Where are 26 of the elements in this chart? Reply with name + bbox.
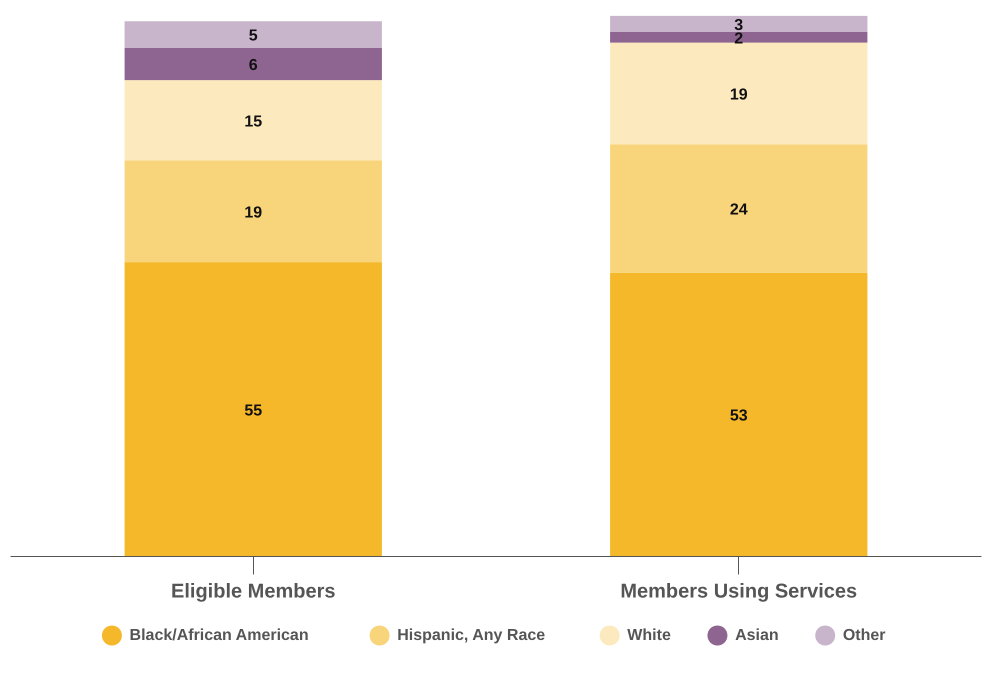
- x-tick-label: Members Using Services: [620, 580, 858, 602]
- data-label: 6: [248, 57, 258, 74]
- bar: [124, 160, 382, 262]
- x-tick-label: Eligible Members: [171, 580, 336, 602]
- legend-label: White: [627, 627, 671, 644]
- data-label: 19: [730, 86, 748, 104]
- bar: [124, 48, 382, 80]
- bar: [610, 42, 868, 144]
- legend-label: Asian: [735, 627, 779, 644]
- data-label: 55: [244, 402, 262, 420]
- bar: [124, 21, 382, 48]
- data-label: 5: [248, 28, 258, 45]
- legend-label: Other: [842, 627, 886, 644]
- bar: [610, 32, 868, 43]
- data-label: 24: [730, 202, 748, 219]
- legend-label: Hispanic, Any Race: [397, 627, 546, 644]
- bar: [610, 272, 868, 556]
- bar: [124, 80, 382, 160]
- bar: [610, 16, 868, 32]
- bar: [124, 262, 382, 556]
- data-label: 19: [244, 204, 262, 222]
- bar: [610, 144, 868, 273]
- data-label: 3: [734, 16, 744, 34]
- legend-label: Black/African American: [130, 627, 309, 644]
- data-label: 53: [730, 408, 748, 425]
- data-label: 15: [244, 113, 262, 130]
